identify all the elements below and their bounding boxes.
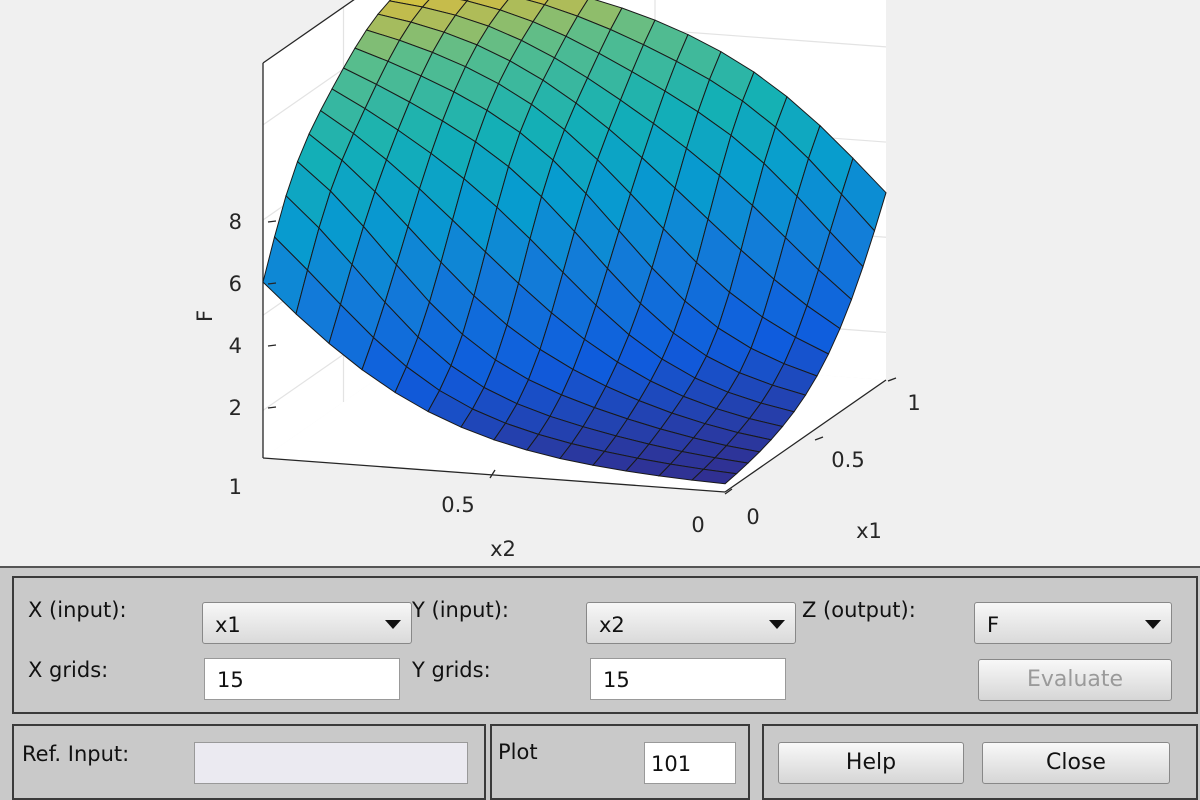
y-tick-label: 0 [746,505,759,529]
y-input-dropdown[interactable]: x2 [586,602,796,644]
z-axis-ticks [267,220,897,495]
ref-input-field[interactable] [194,742,468,784]
surface-mesh [262,0,887,485]
axes-box-front [262,379,887,493]
x-axis-label: x2 [490,537,516,561]
axis-line [262,457,726,493]
ref-input-label: Ref. Input: [22,742,130,766]
axis-line [724,379,887,493]
chevron-down-icon [385,620,401,629]
plot-points-input[interactable]: 101 [644,742,736,784]
surface-plot: 8 6 4 2 1 0.5 0 0 0.5 1 x2 x1 F [193,0,921,561]
z-tick-label: 8 [229,210,242,234]
plot-points-panel: Plot 101 [490,724,750,800]
z-output-value: F [987,613,1000,637]
surface-plot-area: 8 6 4 2 1 0.5 0 0 0.5 1 x2 x1 F [193,0,921,561]
action-buttons-panel: Help Close [762,724,1198,800]
chevron-down-icon [769,620,785,629]
z-axis-label: F [193,310,217,322]
x-grids-input[interactable]: 15 [204,658,400,700]
x-tick-label: 0 [691,513,704,537]
control-panel: X (input): x1 Y (input): x2 Z (output): … [0,566,1200,800]
evaluate-button[interactable]: Evaluate [978,659,1172,701]
y-grids-label: Y grids: [412,658,491,682]
close-button[interactable]: Close [982,742,1170,784]
y-grids-input[interactable]: 15 [590,658,786,700]
plot-points-label: Plot [498,740,538,764]
z-tick-label: 4 [229,334,242,358]
surface-facet [690,468,738,485]
z-bottom-label: 1 [229,475,242,499]
z-output-label: Z (output): [802,598,916,622]
z-tick-label: 2 [229,396,242,420]
help-button[interactable]: Help [778,742,964,784]
y-input-label: Y (input): [412,598,509,622]
x-input-label: X (input): [28,598,127,622]
x-tick-label: 0.5 [441,493,474,517]
x-grids-label: X grids: [28,658,109,682]
y-axis-label: x1 [856,519,882,543]
axis-selection-panel: X (input): x1 Y (input): x2 Z (output): … [12,576,1198,714]
z-tick-label: 6 [229,272,242,296]
y-tick-label: 1 [907,391,920,415]
chevron-down-icon [1145,620,1161,629]
y-tick-label: 0.5 [831,448,864,472]
z-output-dropdown[interactable]: F [974,602,1172,644]
reference-input-panel: Ref. Input: [12,724,486,800]
y-input-value: x2 [599,613,625,637]
axis-line [262,0,355,64]
x-input-dropdown[interactable]: x1 [202,602,412,644]
x-input-value: x1 [215,613,241,637]
